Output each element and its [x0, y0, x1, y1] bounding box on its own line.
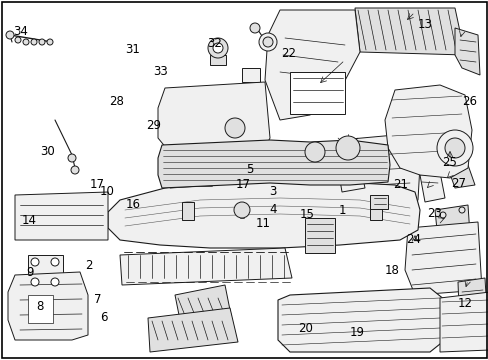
Polygon shape [158, 82, 269, 165]
Bar [369, 195, 387, 209]
Polygon shape [158, 140, 389, 188]
Polygon shape [309, 135, 419, 222]
Circle shape [436, 130, 472, 166]
Polygon shape [148, 308, 238, 352]
Circle shape [68, 154, 76, 162]
Circle shape [444, 138, 464, 158]
Text: 10: 10 [100, 185, 115, 198]
Bar [369, 202, 381, 220]
Text: 20: 20 [298, 322, 312, 335]
Text: 24: 24 [405, 233, 420, 246]
Text: 27: 27 [450, 177, 465, 190]
Circle shape [47, 39, 53, 45]
Text: 17: 17 [89, 178, 104, 191]
Text: 2: 2 [85, 259, 93, 272]
Polygon shape [384, 85, 471, 178]
Polygon shape [337, 165, 364, 192]
Text: 16: 16 [125, 198, 140, 211]
Circle shape [224, 118, 244, 138]
Circle shape [51, 258, 59, 266]
Circle shape [31, 39, 37, 45]
Text: 7: 7 [94, 293, 102, 306]
Text: 11: 11 [255, 217, 270, 230]
Text: 18: 18 [384, 264, 399, 277]
Polygon shape [15, 192, 108, 240]
Text: 31: 31 [125, 43, 140, 56]
Polygon shape [404, 222, 481, 295]
Polygon shape [108, 180, 419, 248]
Circle shape [439, 212, 445, 218]
Text: 21: 21 [393, 178, 407, 191]
Bar [289, 72, 345, 114]
Circle shape [263, 37, 272, 47]
Circle shape [31, 278, 39, 286]
Text: 8: 8 [36, 300, 44, 313]
Circle shape [71, 166, 79, 174]
Circle shape [305, 142, 325, 162]
Polygon shape [434, 205, 469, 240]
Text: 25: 25 [442, 156, 456, 169]
Bar [209, 55, 225, 65]
Bar [182, 202, 194, 220]
Bar [168, 88, 196, 110]
Text: 30: 30 [41, 145, 55, 158]
Text: 13: 13 [417, 18, 432, 31]
Polygon shape [454, 28, 479, 75]
Polygon shape [419, 172, 444, 202]
Circle shape [51, 278, 59, 286]
Bar [28, 295, 53, 323]
Polygon shape [264, 10, 359, 120]
Polygon shape [175, 285, 231, 330]
Text: 32: 32 [206, 37, 221, 50]
Circle shape [249, 23, 260, 33]
Text: 4: 4 [268, 203, 276, 216]
Text: 19: 19 [349, 327, 364, 339]
Text: 5: 5 [245, 163, 253, 176]
Polygon shape [354, 8, 464, 55]
Polygon shape [439, 292, 488, 352]
Circle shape [31, 258, 39, 266]
Bar [28, 255, 63, 290]
Text: 17: 17 [236, 178, 250, 191]
Bar [305, 218, 334, 253]
Circle shape [234, 202, 249, 218]
Circle shape [207, 38, 227, 58]
Text: 1: 1 [338, 204, 346, 217]
Circle shape [458, 207, 464, 213]
Text: 28: 28 [109, 95, 123, 108]
Text: 33: 33 [153, 65, 167, 78]
Circle shape [213, 43, 223, 53]
Text: 26: 26 [461, 95, 476, 108]
Circle shape [335, 136, 359, 160]
Polygon shape [457, 278, 487, 335]
Text: 23: 23 [426, 207, 441, 220]
Polygon shape [120, 248, 291, 285]
Text: 14: 14 [22, 214, 37, 227]
Text: 22: 22 [281, 47, 295, 60]
Circle shape [23, 39, 29, 45]
Polygon shape [170, 155, 215, 188]
Polygon shape [447, 165, 474, 188]
Text: 3: 3 [268, 185, 276, 198]
Text: 29: 29 [146, 119, 161, 132]
Text: 6: 6 [100, 311, 107, 324]
Text: 12: 12 [457, 297, 472, 310]
Text: 9: 9 [26, 266, 34, 279]
Text: 34: 34 [13, 25, 28, 38]
Polygon shape [8, 272, 88, 340]
Polygon shape [278, 288, 444, 352]
Bar [242, 68, 260, 82]
Circle shape [39, 39, 45, 45]
Circle shape [259, 33, 276, 51]
Circle shape [15, 37, 21, 43]
Text: 15: 15 [299, 208, 314, 221]
Circle shape [6, 31, 14, 39]
